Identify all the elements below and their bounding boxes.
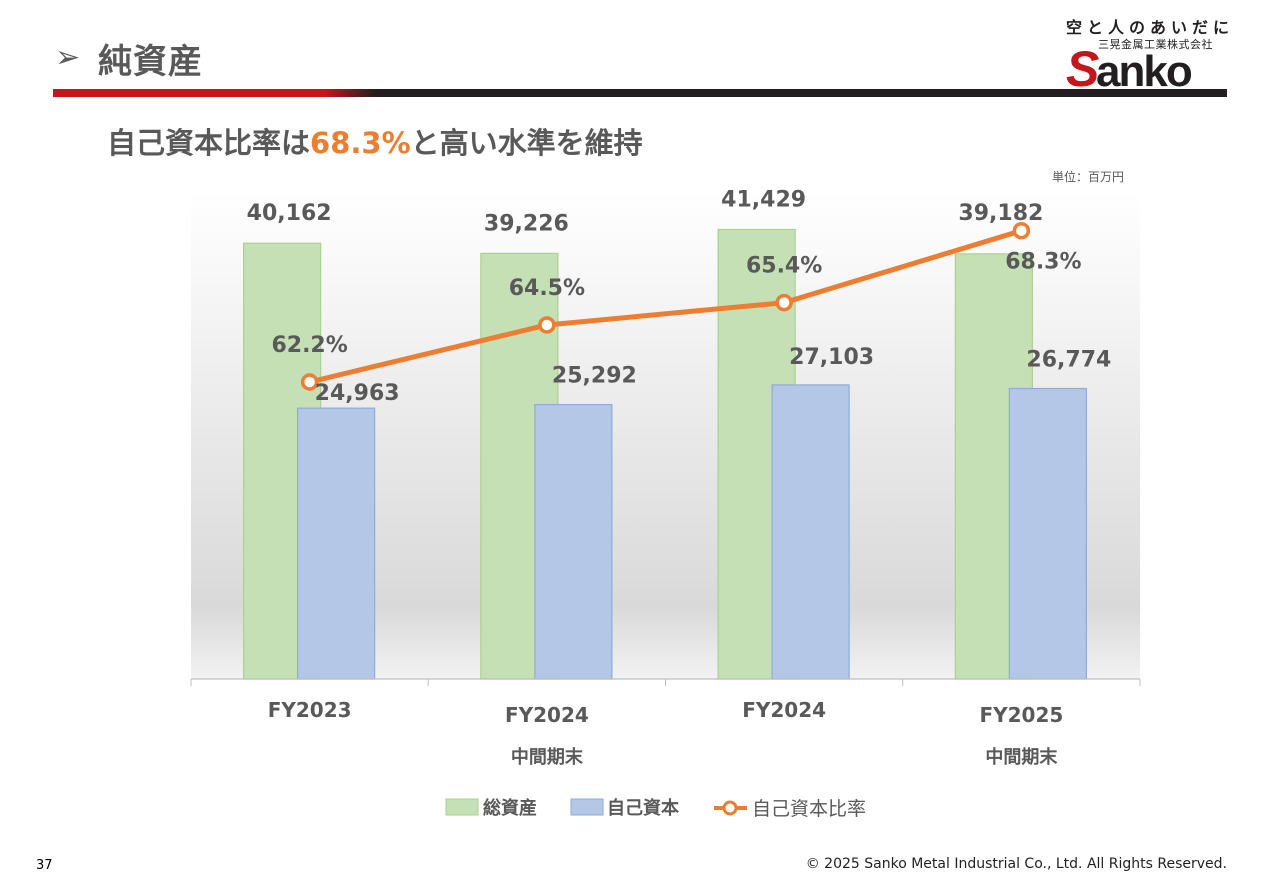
copyright: © 2025 Sanko Metal Industrial Co., Ltd. … xyxy=(805,856,1227,872)
label-total-assets: 40,162 xyxy=(247,201,332,226)
label-total-assets: 41,429 xyxy=(721,187,806,212)
logo-company-name: 三晃金属工業株式会社 xyxy=(1098,38,1213,51)
subtitle-highlight: 68.3% xyxy=(310,126,411,160)
page-number: 37 xyxy=(36,858,53,873)
page-title: 純資産 xyxy=(98,42,203,82)
x-tick-label: FY2024 xyxy=(505,703,589,727)
subtitle-prefix: 自己資本比率は xyxy=(107,126,311,160)
unit-label: 単位：百万円 xyxy=(1052,170,1125,184)
sanko-logo: S anko xyxy=(1066,41,1194,90)
logo-brand-rest: anko xyxy=(1096,47,1192,90)
legend-swatch-total-assets xyxy=(445,798,479,816)
label-equity: 25,292 xyxy=(552,364,637,389)
label-equity: 26,774 xyxy=(1026,348,1111,373)
subtitle-suffix: と高い水準を維持 xyxy=(410,126,643,160)
header-divider xyxy=(53,89,1227,97)
label-equity-ratio: 62.2% xyxy=(271,333,347,358)
point-equity-ratio xyxy=(538,316,556,334)
bar-equity xyxy=(771,384,850,680)
logo-slogan: 空と人のあいだに xyxy=(1066,18,1235,37)
header-arrow-icon: ➢ xyxy=(55,40,81,75)
bar-equity xyxy=(1008,387,1087,680)
label-equity-ratio: 68.3% xyxy=(1005,250,1081,275)
header-divider-accent xyxy=(53,89,373,97)
legend-label-total-assets: 総資産 xyxy=(483,797,537,819)
subtitle: 自己資本比率は68.3%と高い水準を維持 xyxy=(107,120,643,162)
label-total-assets: 39,226 xyxy=(484,211,569,236)
legend-marker-equity-ratio xyxy=(722,800,738,816)
x-tick-label: FY2025 xyxy=(979,703,1063,727)
point-equity-ratio xyxy=(775,293,793,312)
legend-label-equity: 自己資本 xyxy=(607,797,679,819)
legend-swatch-equity xyxy=(570,798,604,816)
label-equity-ratio: 64.5% xyxy=(509,276,585,301)
logo-brand-initial: S xyxy=(1066,41,1099,90)
x-tick-sublabel: 中間期末 xyxy=(985,746,1058,768)
x-tick-label: FY2024 xyxy=(742,698,826,722)
label-equity-ratio: 65.4% xyxy=(746,254,822,279)
bar-equity xyxy=(534,403,613,680)
series-line-equity-ratio xyxy=(309,228,1023,385)
point-equity-ratio xyxy=(300,373,319,391)
legend-label-equity-ratio: 自己資本比率 xyxy=(752,798,866,820)
point-equity-ratio xyxy=(1012,221,1031,240)
bar-equity xyxy=(297,407,376,680)
x-tick-sublabel: 中間期末 xyxy=(511,746,584,768)
label-total-assets: 39,182 xyxy=(958,201,1043,226)
label-equity: 24,963 xyxy=(315,381,400,406)
label-equity: 27,103 xyxy=(789,345,874,370)
x-tick-label: FY2023 xyxy=(268,698,352,722)
